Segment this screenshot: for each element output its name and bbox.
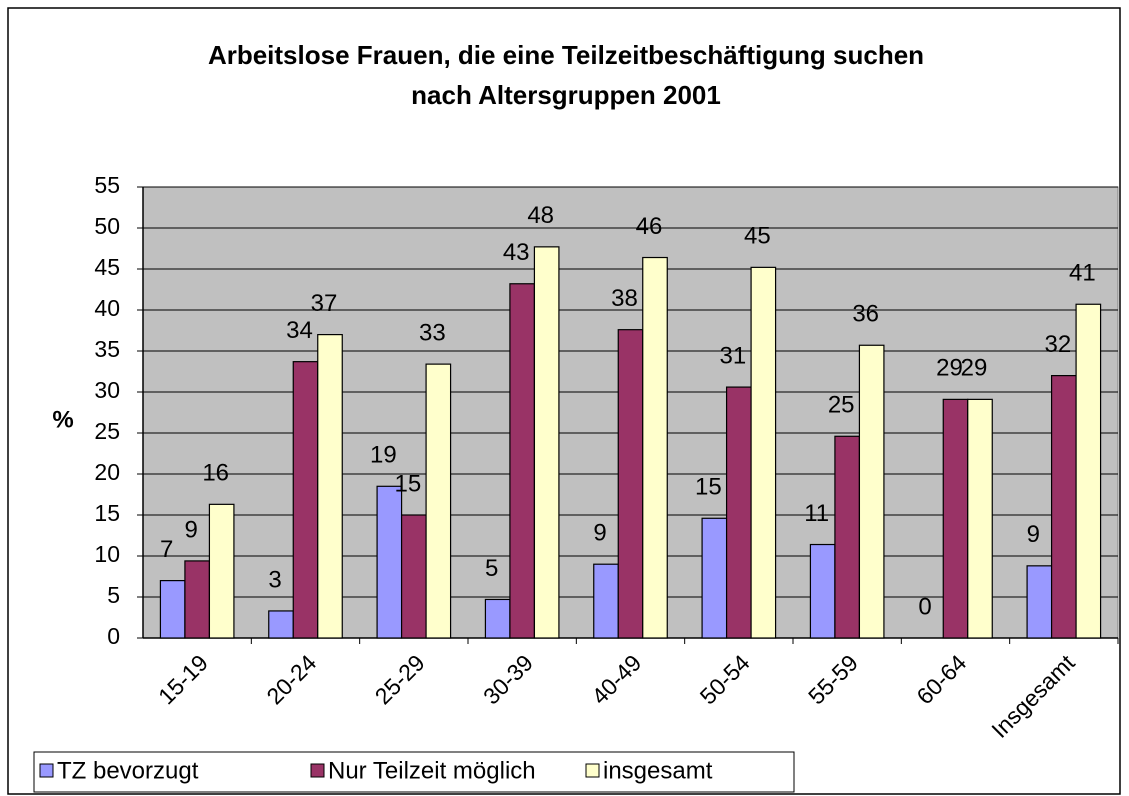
y-axis-label: % (52, 406, 73, 433)
data-label: 19 (370, 442, 397, 469)
y-tick-label: 50 (94, 213, 120, 239)
data-label: 37 (311, 290, 338, 317)
bar (617, 329, 644, 639)
data-label: 7 (160, 536, 173, 563)
bar (701, 517, 728, 639)
data-label: 29 (936, 355, 963, 382)
data-label: 48 (527, 202, 554, 229)
data-label: 45 (744, 223, 771, 250)
bar (268, 610, 294, 639)
data-label: 0 (918, 593, 931, 620)
bar (593, 563, 619, 639)
data-label: 16 (202, 460, 229, 487)
data-label: 15 (394, 470, 421, 497)
chart-subtitle: nach Altersgruppen 2001 (411, 80, 721, 110)
bar (376, 485, 403, 639)
legend-swatch (585, 763, 600, 778)
data-label: 5 (485, 555, 498, 582)
data-label: 3 (268, 566, 281, 593)
chart-title: Arbeitslose Frauen, die eine Teilzeitbes… (208, 40, 924, 70)
bar (292, 361, 319, 639)
legend-swatch (310, 763, 325, 778)
data-label: 32 (1044, 331, 1071, 358)
bar (509, 283, 536, 639)
bar (317, 334, 343, 639)
y-tick-label: 10 (94, 541, 120, 567)
bar (725, 386, 752, 639)
bar (533, 246, 560, 639)
legend-label: TZ bevorzugt (57, 757, 199, 784)
bar (484, 598, 511, 639)
data-label: 33 (419, 319, 446, 346)
legend-label: insgesamt (603, 757, 713, 784)
bar (208, 503, 235, 639)
bar (642, 256, 668, 639)
data-label: 9 (1027, 521, 1040, 548)
y-tick-label: 55 (94, 172, 120, 198)
y-tick-label: 5 (107, 582, 120, 608)
bar (858, 344, 885, 639)
data-label: 15 (695, 474, 722, 501)
bar (159, 579, 186, 639)
data-label: 31 (719, 342, 746, 369)
data-label: 25 (828, 392, 855, 419)
legend-label: Nur Teilzeit möglich (328, 757, 536, 784)
data-label: 36 (852, 301, 879, 328)
legend-frame (33, 751, 795, 793)
y-tick-label: 30 (94, 377, 120, 403)
data-label: 9 (184, 516, 197, 543)
y-tick-label: 15 (94, 500, 120, 526)
bar (834, 435, 861, 639)
bar (400, 514, 427, 639)
data-label: 38 (611, 285, 638, 312)
y-tick-label: 20 (94, 459, 120, 485)
bar (184, 560, 211, 639)
y-tick-label: 0 (107, 623, 120, 649)
y-tick-label: 35 (94, 336, 120, 362)
bar (1026, 565, 1053, 639)
bar (425, 363, 452, 639)
data-label: 46 (636, 213, 663, 240)
y-tick-label: 25 (94, 418, 120, 444)
bar (1050, 375, 1077, 639)
legend-swatch (39, 763, 54, 778)
data-label: 34 (286, 317, 313, 344)
data-label: 29 (961, 355, 988, 382)
bar (750, 266, 777, 639)
data-label: 9 (593, 520, 606, 547)
data-label: 41 (1069, 260, 1096, 287)
y-tick-label: 45 (94, 254, 120, 280)
bar (967, 398, 993, 639)
data-label: 11 (804, 500, 829, 527)
bar (1075, 303, 1102, 639)
y-tick-label: 40 (94, 295, 120, 321)
bar (809, 543, 836, 639)
data-label: 43 (503, 239, 530, 266)
bar (942, 398, 969, 639)
